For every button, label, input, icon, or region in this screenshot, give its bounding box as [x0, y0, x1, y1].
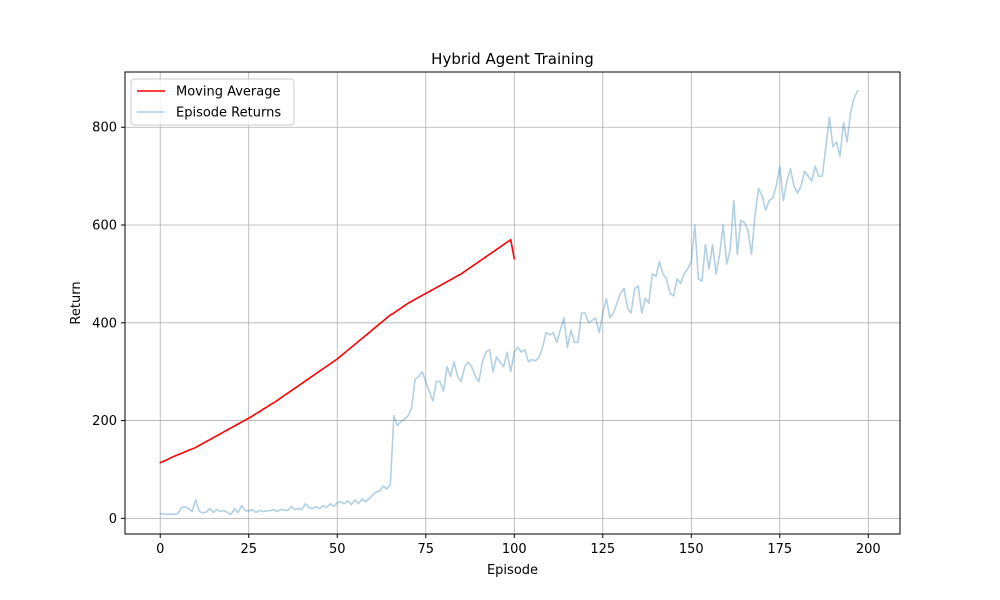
x-tick-label: 150 — [679, 542, 704, 557]
x-axis-ticks: 0 25 50 75 100 125 150 175 200 — [156, 534, 881, 557]
y-axis-ticks: 0 200 400 600 800 — [92, 121, 125, 527]
legend-label-episode-returns: Episode Returns — [176, 106, 281, 121]
y-tick-label: 400 — [92, 316, 117, 331]
y-axis-label: Return — [69, 281, 84, 324]
x-tick-label: 25 — [240, 542, 257, 557]
y-tick-label: 200 — [92, 414, 117, 429]
x-tick-label: 200 — [856, 542, 881, 557]
x-tick-label: 75 — [417, 542, 434, 557]
x-tick-label: 125 — [590, 542, 615, 557]
x-tick-label: 175 — [767, 542, 792, 557]
legend-label-moving-average: Moving Average — [176, 85, 280, 100]
x-axis-label: Episode — [487, 563, 538, 578]
legend: Moving Average Episode Returns — [130, 78, 295, 126]
legend-box — [130, 78, 295, 126]
y-tick-label: 600 — [92, 219, 117, 234]
x-tick-label: 100 — [502, 542, 527, 557]
x-tick-label: 50 — [329, 542, 346, 557]
x-tick-label: 0 — [156, 542, 164, 557]
series-line-moving-average — [159, 238, 516, 464]
y-tick-label: 0 — [109, 512, 117, 527]
series-layer — [159, 89, 859, 516]
plot-frame — [124, 71, 901, 535]
chart-title: Hybrid Agent Training — [431, 50, 594, 68]
series-line-episode-returns — [159, 89, 859, 516]
y-tick-label: 800 — [92, 121, 117, 136]
grid-lines — [125, 72, 900, 534]
